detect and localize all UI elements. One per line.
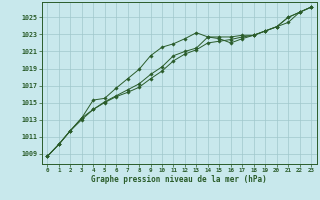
X-axis label: Graphe pression niveau de la mer (hPa): Graphe pression niveau de la mer (hPa) (91, 175, 267, 184)
